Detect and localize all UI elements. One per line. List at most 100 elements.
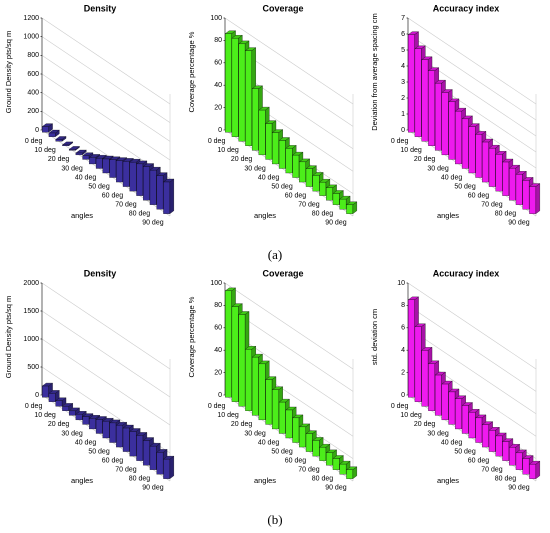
bar <box>434 83 442 151</box>
y-axis-label: Ground Density pts/sq m <box>4 296 13 379</box>
bar <box>319 447 327 461</box>
y-tick-label: 200 <box>27 108 39 115</box>
bar <box>231 306 239 402</box>
y-axis-label: Ground Density pts/sq m <box>4 31 13 114</box>
bar <box>109 159 117 178</box>
bar <box>265 123 273 160</box>
bar <box>346 204 353 214</box>
bar <box>441 383 449 421</box>
y-tick-label: 100 <box>210 280 222 287</box>
bar <box>414 48 422 137</box>
y-tick-label: 1 <box>401 111 405 118</box>
y-axis-label: Deviation from average spacing cm <box>370 13 379 131</box>
chart-panel: Accuracy index std. deviation cm angles 0 2 4… <box>370 268 541 492</box>
chart-panel: Density Ground Density pts/sq m angles 0 200… <box>4 3 175 227</box>
bar <box>62 406 69 411</box>
x-tick-label: 0 deg <box>25 138 43 145</box>
y-tick-label: 500 <box>27 364 39 371</box>
grid-line <box>41 310 171 398</box>
bar-side <box>169 178 174 215</box>
x-tick-label: 70 deg <box>481 466 503 473</box>
bar <box>482 424 489 448</box>
bar <box>68 410 76 416</box>
y-tick-label: 20 <box>214 369 222 376</box>
bar <box>116 160 123 183</box>
x-tick-label: 50 deg <box>454 183 476 190</box>
bar <box>95 158 103 169</box>
y-axis-label: Coverage percentage % <box>187 31 196 112</box>
y-tick-label: 60 <box>214 60 222 67</box>
bar <box>515 174 523 205</box>
x-tick-label: 30 deg <box>61 165 83 172</box>
bar <box>408 34 415 133</box>
bar <box>136 435 144 461</box>
x-tick-label: 90 deg <box>142 220 164 227</box>
bar <box>292 154 300 178</box>
bar <box>305 168 313 187</box>
bar <box>434 374 442 416</box>
bar <box>278 140 286 169</box>
bar <box>48 393 56 402</box>
bar <box>156 175 164 210</box>
bar <box>149 446 157 470</box>
bar <box>238 314 246 407</box>
y-tick-label: 10 <box>397 280 405 287</box>
bar <box>495 154 503 192</box>
y-tick-label: 2 <box>401 369 405 376</box>
bar <box>143 440 150 466</box>
chart-title: Density <box>84 3 117 13</box>
y-tick-label: 6 <box>401 325 405 332</box>
x-tick-label: 20 deg <box>48 421 70 428</box>
bar <box>529 464 536 479</box>
y-tick-label: 20 <box>214 104 222 111</box>
bar <box>272 389 279 430</box>
grid-line <box>407 17 537 105</box>
bar <box>258 363 266 421</box>
bar <box>42 385 49 398</box>
bar <box>475 417 483 443</box>
y-tick-label: 1000 <box>23 336 39 343</box>
x-tick-label: 80 deg <box>129 211 151 218</box>
chart-title: Accuracy index <box>433 268 500 278</box>
y-tick-label: 0 <box>35 127 39 134</box>
grid-line <box>407 282 537 370</box>
x-tick-label: 60 deg <box>102 192 124 199</box>
bar <box>522 180 530 210</box>
x-axis-label: angles <box>254 211 276 220</box>
bar <box>319 182 327 196</box>
bar <box>245 50 252 146</box>
x-tick-label: 40 deg <box>441 439 463 446</box>
chart-title: Coverage <box>262 268 303 278</box>
x-tick-label: 60 deg <box>102 457 124 464</box>
y-tick-label: 600 <box>27 71 39 78</box>
bar <box>468 412 476 439</box>
bar <box>272 132 279 165</box>
bar <box>461 405 469 434</box>
grid-line <box>224 282 354 370</box>
x-tick-label: 90 deg <box>508 220 530 227</box>
chart-title: Accuracy index <box>433 3 500 13</box>
bar <box>122 427 130 452</box>
chart-title: Coverage <box>262 3 303 13</box>
chart-panel: Accuracy index Deviation from average spa… <box>370 3 541 227</box>
x-tick-label: 80 deg <box>312 211 334 218</box>
grid-line <box>41 282 171 370</box>
bar <box>482 141 489 183</box>
bar <box>455 110 462 165</box>
bar <box>326 452 333 466</box>
bar <box>238 43 246 142</box>
x-tick-label: 10 deg <box>400 147 422 154</box>
bar <box>285 409 293 439</box>
y-tick-label: 0 <box>401 127 405 134</box>
x-tick-label: 10 deg <box>217 147 239 154</box>
x-tick-label: 20 deg <box>414 421 436 428</box>
y-tick-label: 2 <box>401 95 405 102</box>
y-tick-label: 80 <box>214 37 222 44</box>
y-tick-label: 0 <box>35 392 39 399</box>
x-tick-label: 70 deg <box>481 201 503 208</box>
x-tick-label: 60 deg <box>468 192 490 199</box>
bar <box>495 435 503 457</box>
bar <box>225 290 232 398</box>
bar <box>468 126 476 174</box>
chart-panel: Coverage Coverage percentage % angles 0 20 40… <box>187 268 358 492</box>
